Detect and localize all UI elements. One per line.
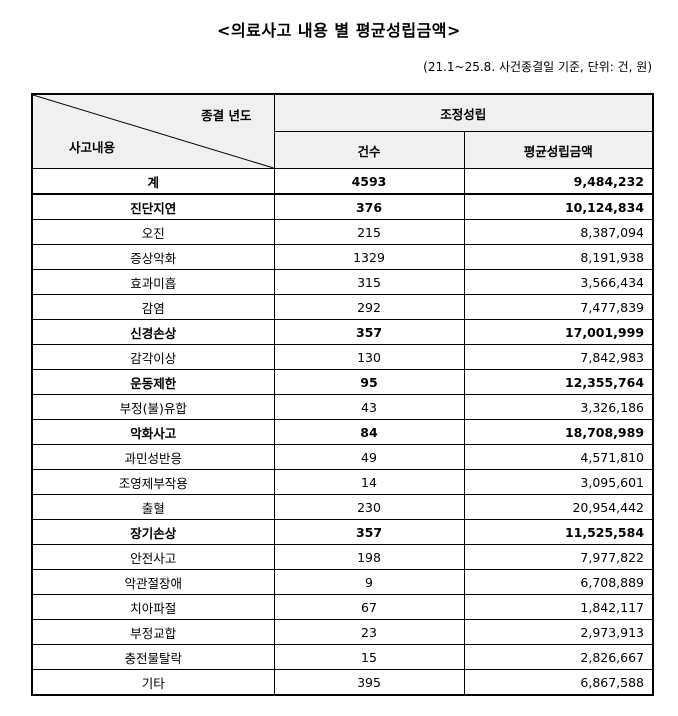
row-count: 67: [273, 594, 465, 620]
table-row: 부정교합 23 2,973,913: [31, 619, 654, 645]
row-label: 부정(불)유합: [31, 394, 275, 420]
table-row: 장기손상 357 11,525,584: [31, 519, 654, 545]
row-amount: 17,001,999: [463, 319, 654, 345]
row-amount: 7,977,822: [463, 544, 654, 570]
row-count: 14: [273, 469, 465, 495]
count-header: 건수: [273, 131, 465, 169]
row-amount: 4,571,810: [463, 444, 654, 470]
table-row: 충전물탈락 15 2,826,667: [31, 644, 654, 670]
table-row: 감각이상 130 7,842,983: [31, 344, 654, 370]
row-label: 충전물탈락: [31, 644, 275, 670]
row-count: 43: [273, 394, 465, 420]
row-amount: 2,826,667: [463, 644, 654, 670]
row-label: 조영제부작용: [31, 469, 275, 495]
corner-category-label: 사고내용: [69, 140, 116, 155]
table-row: 치아파절 67 1,842,117: [31, 594, 654, 620]
row-label: 운동제한: [31, 369, 275, 395]
row-amount: 2,973,913: [463, 619, 654, 645]
table-row: 운동제한 95 12,355,764: [31, 369, 654, 395]
row-count: 376: [273, 193, 465, 220]
table-row: 악관절장애 9 6,708,889: [31, 569, 654, 595]
table-row: 출혈 230 20,954,442: [31, 494, 654, 520]
row-count: 1329: [273, 244, 465, 270]
row-count: 357: [273, 519, 465, 545]
row-amount: 11,525,584: [463, 519, 654, 545]
row-label: 악화사고: [31, 419, 275, 445]
row-count: 9: [273, 569, 465, 595]
row-count: 357: [273, 319, 465, 345]
corner-year-label: 종결 년도: [201, 108, 252, 123]
table-row: 오진 215 8,387,094: [31, 219, 654, 245]
amount-header: 평균성립금액: [463, 131, 654, 169]
table-row: 안전사고 198 7,977,822: [31, 544, 654, 570]
unit-note: (21.1~25.8. 사건종결일 기준, 단위: 건, 원): [423, 60, 652, 74]
row-amount: 8,191,938: [463, 244, 654, 270]
row-label: 계: [31, 168, 275, 195]
row-amount: 10,124,834: [463, 193, 654, 220]
row-label: 증상악화: [31, 244, 275, 270]
row-label: 진단지연: [31, 193, 275, 220]
row-label: 기타: [31, 669, 275, 696]
row-label: 장기손상: [31, 519, 275, 545]
row-label: 과민성반응: [31, 444, 275, 470]
row-amount: 18,708,989: [463, 419, 654, 445]
row-amount: 3,566,434: [463, 269, 654, 295]
row-amount: 1,842,117: [463, 594, 654, 620]
row-label: 출혈: [31, 494, 275, 520]
table-row: 진단지연 376 10,124,834: [31, 193, 654, 220]
row-label: 감염: [31, 294, 275, 320]
row-label: 안전사고: [31, 544, 275, 570]
table-row: 증상악화 1329 8,191,938: [31, 244, 654, 270]
row-amount: 3,095,601: [463, 469, 654, 495]
row-count: 395: [273, 669, 465, 696]
row-label: 부정교합: [31, 619, 275, 645]
row-count: 230: [273, 494, 465, 520]
table-row: 효과미흡 315 3,566,434: [31, 269, 654, 295]
table-row: 부정(불)유합 43 3,326,186: [31, 394, 654, 420]
row-amount: 20,954,442: [463, 494, 654, 520]
row-amount: 3,326,186: [463, 394, 654, 420]
document-title: <의료사고 내용 별 평균성립금액>: [217, 21, 461, 40]
row-count: 4593: [273, 168, 465, 195]
row-label: 신경손상: [31, 319, 275, 345]
row-amount: 6,708,889: [463, 569, 654, 595]
row-count: 49: [273, 444, 465, 470]
group-header: 조정성립: [273, 93, 654, 132]
row-count: 95: [273, 369, 465, 395]
row-amount: 7,842,983: [463, 344, 654, 370]
row-label: 오진: [31, 219, 275, 245]
row-count: 23: [273, 619, 465, 645]
table-row: 감염 292 7,477,839: [31, 294, 654, 320]
diagonal-divider: [33, 95, 274, 168]
row-count: 315: [273, 269, 465, 295]
row-amount: 8,387,094: [463, 219, 654, 245]
row-label: 치아파절: [31, 594, 275, 620]
row-label: 감각이상: [31, 344, 275, 370]
table-row: 조영제부작용 14 3,095,601: [31, 469, 654, 495]
table-row: 기타 395 6,867,588: [31, 669, 654, 696]
row-count: 292: [273, 294, 465, 320]
table-row: 악화사고 84 18,708,989: [31, 419, 654, 445]
row-count: 15: [273, 644, 465, 670]
settlement-table: 종결 년도 사고내용 조정성립 건수 평균성립금액 계 4593 9,484,232…: [31, 93, 655, 696]
row-amount: 7,477,839: [463, 294, 654, 320]
row-count: 215: [273, 219, 465, 245]
row-count: 198: [273, 544, 465, 570]
row-amount: 12,355,764: [463, 369, 654, 395]
table-row: 과민성반응 49 4,571,810: [31, 444, 654, 470]
row-amount: 9,484,232: [463, 168, 654, 195]
corner-header: 종결 년도 사고내용: [31, 93, 275, 169]
row-label: 악관절장애: [31, 569, 275, 595]
table-row: 신경손상 357 17,001,999: [31, 319, 654, 345]
row-label: 효과미흡: [31, 269, 275, 295]
row-count: 84: [273, 419, 465, 445]
row-count: 130: [273, 344, 465, 370]
total-row: 계 4593 9,484,232: [31, 168, 654, 195]
row-amount: 6,867,588: [463, 669, 654, 696]
